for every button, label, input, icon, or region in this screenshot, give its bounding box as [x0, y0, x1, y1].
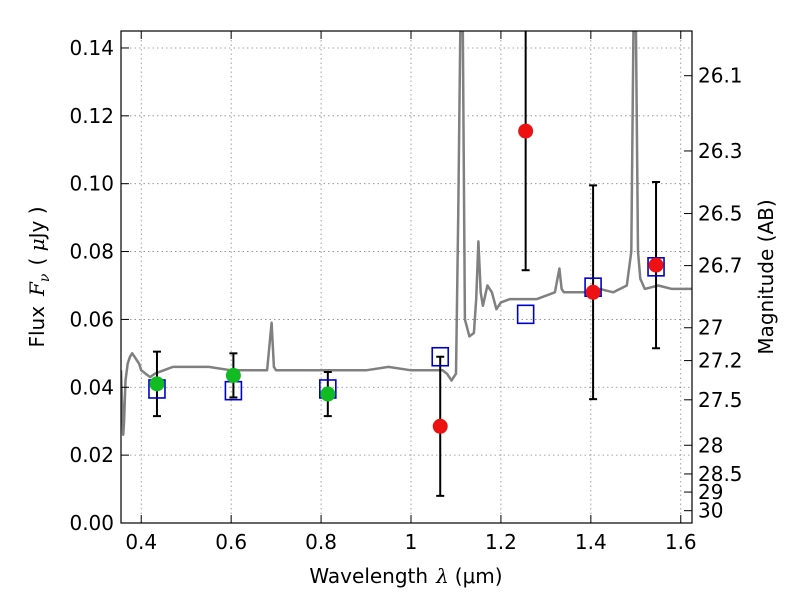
- x-tick-label: 1: [405, 530, 418, 554]
- y-tick-label: 0.10: [69, 172, 114, 196]
- x-axis-label-lambda: λ: [435, 564, 449, 588]
- model-spectrum-line: [121, 31, 692, 437]
- x-axis-label-unit: (μm): [455, 564, 503, 588]
- green-point: [225, 367, 241, 383]
- mag-tick-label: 27: [698, 316, 723, 340]
- x-axis-label-main: Wavelength: [309, 564, 428, 588]
- model-photometry-boxes: [148, 257, 665, 401]
- mag-tick-label: 26.5: [698, 202, 743, 226]
- y-tick-label: 0.02: [69, 443, 114, 467]
- y-tick-label: 0.14: [69, 36, 114, 60]
- x-tick-label: 0.8: [305, 530, 337, 554]
- observed-points: [149, 123, 664, 434]
- y-tick-label: 0.04: [69, 375, 114, 399]
- mag-tick-label: 27.5: [698, 388, 743, 412]
- x-tick-label: 1.4: [575, 530, 607, 554]
- y-axis-label-nu: ν: [37, 273, 53, 282]
- mag-tick-label: 27.2: [698, 349, 743, 373]
- mag-tick-label: 29: [698, 480, 723, 504]
- y-tick-label: 0.08: [69, 240, 114, 264]
- plot-frame: [120, 30, 693, 524]
- x-tick-label: 1.2: [485, 530, 517, 554]
- y-tick-label: 0.06: [69, 307, 114, 331]
- error-bars: [152, 31, 661, 497]
- mag-tick-label: 30: [698, 499, 723, 523]
- mag-tick-label: 26.7: [698, 254, 743, 278]
- red-point: [432, 418, 448, 434]
- y-axis-label-f: F: [25, 281, 49, 297]
- x-tick-label: 1.6: [665, 530, 697, 554]
- x-tick-label: 0.4: [125, 530, 157, 554]
- green-point: [149, 376, 165, 392]
- mag-tick-label: 26.1: [698, 64, 743, 88]
- model-box: [516, 304, 535, 325]
- x-tick-label: 0.6: [215, 530, 247, 554]
- mag-tick-label: 28: [698, 433, 723, 457]
- y-axis-label-open: (: [25, 251, 49, 265]
- y-axis-label: Flux Fν ( μJy ): [25, 206, 53, 347]
- red-point: [585, 284, 601, 300]
- mag-tick-label: 26.3: [698, 139, 743, 163]
- y2-axis-label: Magnitude (AB): [754, 199, 778, 354]
- y-axis-label-mu: μ: [25, 238, 49, 251]
- y-tick-label: 0.00: [69, 511, 114, 535]
- mag-tick-label: 28.5: [698, 462, 743, 486]
- axis-ticks: 0.4 0.6 0.8 1 1.2 1.4 1.6 0.00 0.02 0.04 0.06 0.08 0…: [69, 31, 743, 554]
- y-axis-label-unit: Jy ): [25, 206, 49, 240]
- red-point: [518, 123, 534, 139]
- x-axis-label: Wavelength λ (μm): [309, 564, 502, 588]
- grid-lines: [121, 31, 692, 524]
- red-point: [648, 257, 664, 273]
- y-tick-label: 0.12: [69, 104, 114, 128]
- model-box: [431, 346, 450, 367]
- y-axis-label-flux: Flux: [25, 306, 49, 348]
- green-point: [320, 386, 336, 402]
- plot-area: [121, 31, 692, 497]
